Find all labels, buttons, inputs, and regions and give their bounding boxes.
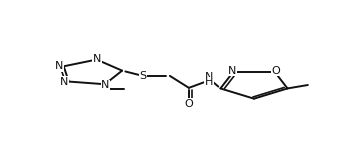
Text: N: N [60,77,68,87]
Text: N: N [205,72,214,82]
Text: O: O [272,66,280,75]
Text: N: N [93,54,102,64]
Text: H: H [205,77,214,87]
Text: N: N [228,66,236,75]
Text: O: O [184,99,193,109]
Text: N: N [55,61,63,71]
Text: S: S [139,71,146,81]
Text: N: N [101,80,110,90]
